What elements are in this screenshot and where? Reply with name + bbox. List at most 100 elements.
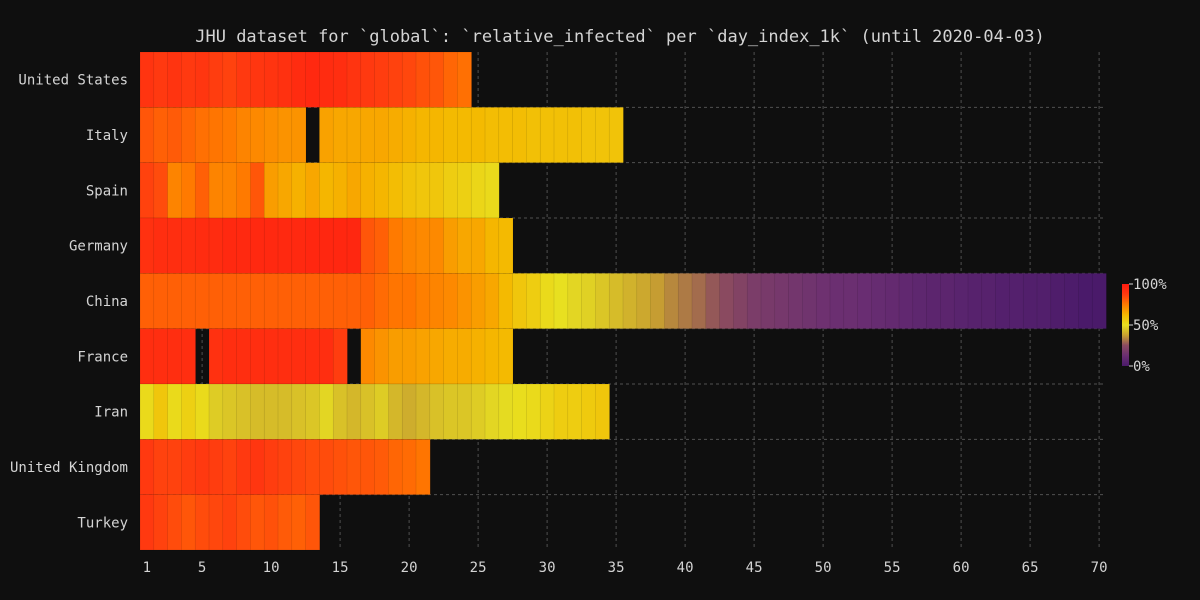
- heatmap-cell: [139, 383, 155, 440]
- heatmap-cell: [388, 107, 403, 163]
- heatmap-cell: [291, 273, 307, 329]
- heatmap-cell: [277, 162, 293, 219]
- heatmap-cell: [222, 328, 238, 385]
- heatmap-cell: [208, 273, 224, 329]
- heatmap-cell: [360, 273, 376, 329]
- heatmap-cell: [1009, 273, 1024, 329]
- heatmap-cell: [1050, 273, 1066, 329]
- x-tick-label: 5: [198, 560, 206, 576]
- heatmap-cell: [567, 383, 583, 440]
- heatmap-cell: [222, 162, 238, 219]
- heatmap-cell: [705, 273, 721, 329]
- heatmap-cell: [567, 273, 583, 329]
- heatmap-cell: [194, 439, 210, 495]
- heatmap-cell: [1036, 273, 1052, 329]
- heatmap-cell: [236, 51, 252, 108]
- heatmap-cell: [319, 162, 334, 219]
- heatmap-cell: [760, 273, 776, 329]
- heatmap-cell: [346, 217, 362, 274]
- heatmap-cell: [332, 439, 348, 495]
- heatmap-cell: [194, 273, 210, 329]
- heatmap-cell: [346, 383, 362, 440]
- heatmap-cell: [443, 162, 459, 219]
- x-tick-label: 40: [677, 560, 694, 576]
- heatmap-cell: [595, 383, 610, 440]
- heatmap-cell: [236, 162, 252, 219]
- heatmap-cell: [181, 51, 196, 108]
- heatmap-cell: [429, 273, 445, 329]
- heatmap-cell: [346, 107, 362, 163]
- heatmap-cell: [360, 383, 376, 440]
- heatmap-cell: [167, 51, 183, 108]
- heatmap-cell: [815, 273, 831, 329]
- heatmap-cell: [319, 273, 334, 329]
- heatmap-cell: [263, 494, 279, 551]
- heatmap-cell: [595, 107, 610, 163]
- y-tick-label: United Kingdom: [10, 460, 128, 476]
- heatmap-cell: [457, 107, 472, 163]
- heatmap-cell: [415, 51, 431, 108]
- heatmap-cell: [305, 494, 321, 551]
- heatmap-cell: [595, 273, 610, 329]
- heatmap-cell: [457, 328, 472, 385]
- heatmap-cell: [636, 273, 652, 329]
- heatmap-cell: [912, 273, 928, 329]
- heatmap-cell: [360, 51, 376, 108]
- heatmap-cell: [167, 439, 183, 495]
- heatmap-cell: [401, 439, 417, 495]
- heatmap-cell: [429, 328, 445, 385]
- heatmap-cell: [236, 107, 252, 163]
- heatmap-cell: [153, 439, 169, 495]
- heatmap-cell: [498, 217, 514, 274]
- heatmap-cell: [305, 383, 321, 440]
- heatmap-cell: [167, 383, 183, 440]
- heatmap-cell: [305, 162, 321, 219]
- heatmap-cell: [291, 439, 307, 495]
- heatmap-cell: [388, 383, 403, 440]
- heatmap-cell: [733, 273, 748, 329]
- heatmap-cell: [415, 217, 431, 274]
- heatmap-cell: [581, 107, 597, 163]
- heatmap-cell: [388, 328, 403, 385]
- heatmap-cell: [263, 162, 279, 219]
- colorbar-gradient: [1122, 284, 1129, 366]
- heatmap-cell: [263, 107, 279, 163]
- heatmap-cell: [194, 217, 210, 274]
- heatmap-cell: [277, 494, 293, 551]
- heatmap-cell: [250, 273, 265, 329]
- y-tick-label: Turkey: [77, 515, 128, 531]
- heatmap-cell: [319, 51, 334, 108]
- heatmap-cell: [484, 328, 500, 385]
- heatmap-cell: [346, 273, 362, 329]
- y-tick-label: China: [86, 294, 128, 310]
- x-tick-label: 35: [608, 560, 625, 576]
- heatmap-cell: [484, 107, 500, 163]
- heatmap-cell: [153, 51, 169, 108]
- heatmap-cell: [374, 439, 390, 495]
- colorbar-tick-label: 100%: [1133, 277, 1167, 293]
- heatmap-cell: [194, 494, 210, 551]
- heatmap-cell: [263, 51, 279, 108]
- heatmap-cell: [470, 273, 486, 329]
- heatmap-cell: [898, 273, 914, 329]
- heatmap-cell: [250, 51, 265, 108]
- heatmap-cell: [401, 217, 417, 274]
- heatmap-cell: [457, 217, 472, 274]
- heatmap-cell: [967, 273, 983, 329]
- heatmap-cell: [498, 328, 514, 385]
- heatmap-cell: [470, 107, 486, 163]
- x-tick-label: 10: [263, 560, 280, 576]
- heatmap-cell: [153, 273, 169, 329]
- heatmap-cell: [415, 273, 431, 329]
- heatmap-cell: [429, 107, 445, 163]
- heatmap-cell: [291, 162, 307, 219]
- heatmap-cell: [153, 328, 169, 385]
- heatmap-cell: [843, 273, 859, 329]
- heatmap-cell: [332, 328, 348, 385]
- heatmap-cell: [884, 273, 900, 329]
- heatmap-cell: [457, 273, 472, 329]
- x-tick-label: 65: [1022, 560, 1039, 576]
- heatmap-cell: [498, 107, 514, 163]
- heatmap-cell: [208, 439, 224, 495]
- x-tick-label: 25: [470, 560, 487, 576]
